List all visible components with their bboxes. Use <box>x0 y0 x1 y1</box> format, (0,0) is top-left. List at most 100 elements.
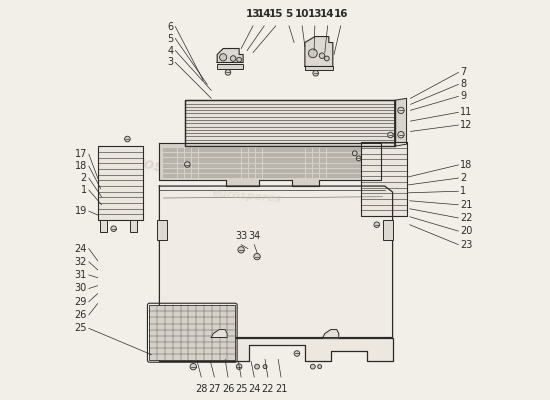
Bar <box>334 174 340 178</box>
Text: eurospares: eurospares <box>212 188 283 204</box>
Bar <box>334 153 340 157</box>
Bar <box>249 153 255 157</box>
Text: 31: 31 <box>75 270 87 280</box>
Bar <box>370 148 376 152</box>
Bar <box>227 169 234 173</box>
Bar <box>277 174 284 178</box>
Text: 12: 12 <box>460 120 473 130</box>
Bar <box>284 153 291 157</box>
Bar <box>312 164 320 168</box>
Bar <box>178 169 184 173</box>
Bar <box>192 174 199 178</box>
Bar <box>370 169 376 173</box>
Text: eurospares: eurospares <box>266 202 364 230</box>
Bar <box>220 174 227 178</box>
Bar <box>263 158 270 162</box>
Text: 11: 11 <box>460 107 472 117</box>
Bar <box>192 153 199 157</box>
Bar <box>327 164 333 168</box>
Bar <box>362 174 369 178</box>
Circle shape <box>313 70 318 76</box>
Circle shape <box>219 54 227 61</box>
Circle shape <box>309 49 317 58</box>
Text: 16: 16 <box>333 9 348 19</box>
Bar <box>263 169 270 173</box>
Bar <box>306 169 312 173</box>
Bar <box>362 148 369 152</box>
Bar <box>299 174 305 178</box>
Bar <box>277 158 284 162</box>
Text: 8: 8 <box>460 80 466 90</box>
Bar <box>292 174 298 178</box>
Bar <box>234 153 241 157</box>
Circle shape <box>111 226 117 232</box>
Bar <box>327 153 333 157</box>
Bar <box>320 174 327 178</box>
Text: 1: 1 <box>460 186 466 196</box>
Text: 19: 19 <box>75 206 87 216</box>
Bar <box>292 164 298 168</box>
Text: 34: 34 <box>248 231 260 241</box>
Bar <box>284 169 291 173</box>
Bar <box>306 158 312 162</box>
Polygon shape <box>394 98 406 146</box>
Bar <box>206 174 213 178</box>
Bar <box>199 169 206 173</box>
Bar <box>213 158 220 162</box>
Bar <box>299 164 305 168</box>
Text: 6: 6 <box>167 22 173 32</box>
Text: 24: 24 <box>248 384 261 394</box>
Bar <box>163 153 170 157</box>
Text: 15: 15 <box>268 9 283 19</box>
Circle shape <box>236 57 241 62</box>
Bar <box>185 100 394 146</box>
Bar <box>348 174 355 178</box>
Text: 10: 10 <box>295 9 309 19</box>
Bar <box>284 174 291 178</box>
Text: 7: 7 <box>460 68 466 78</box>
Text: 17: 17 <box>74 149 87 159</box>
Bar <box>220 158 227 162</box>
Bar <box>241 148 248 152</box>
Text: 5: 5 <box>285 9 293 19</box>
Bar <box>185 164 191 168</box>
Text: 13: 13 <box>307 9 322 19</box>
Bar <box>178 158 184 162</box>
Bar <box>170 164 177 168</box>
Bar <box>277 148 284 152</box>
Bar <box>263 164 270 168</box>
Bar <box>206 153 213 157</box>
Polygon shape <box>160 186 393 338</box>
Bar <box>320 164 327 168</box>
Bar <box>299 153 305 157</box>
Text: 18: 18 <box>75 161 87 171</box>
Bar <box>249 174 255 178</box>
Polygon shape <box>160 143 381 186</box>
Bar <box>306 164 312 168</box>
Text: 27: 27 <box>208 384 221 394</box>
Bar <box>370 158 376 162</box>
Text: 26: 26 <box>74 310 87 320</box>
Bar <box>170 169 177 173</box>
Bar <box>199 158 206 162</box>
Bar <box>277 164 284 168</box>
Bar <box>227 148 234 152</box>
Text: 14: 14 <box>320 9 335 19</box>
Bar <box>341 158 348 162</box>
Bar <box>234 169 241 173</box>
Circle shape <box>324 56 329 61</box>
Bar <box>241 153 248 157</box>
Bar <box>170 148 177 152</box>
Bar <box>249 158 255 162</box>
Bar <box>355 148 362 152</box>
Circle shape <box>319 53 325 58</box>
Bar <box>241 174 248 178</box>
Bar <box>348 164 355 168</box>
Bar <box>213 164 220 168</box>
Bar <box>312 169 320 173</box>
Bar <box>206 158 213 162</box>
Circle shape <box>398 132 404 138</box>
Bar <box>185 153 191 157</box>
Bar <box>199 153 206 157</box>
Bar <box>185 174 191 178</box>
